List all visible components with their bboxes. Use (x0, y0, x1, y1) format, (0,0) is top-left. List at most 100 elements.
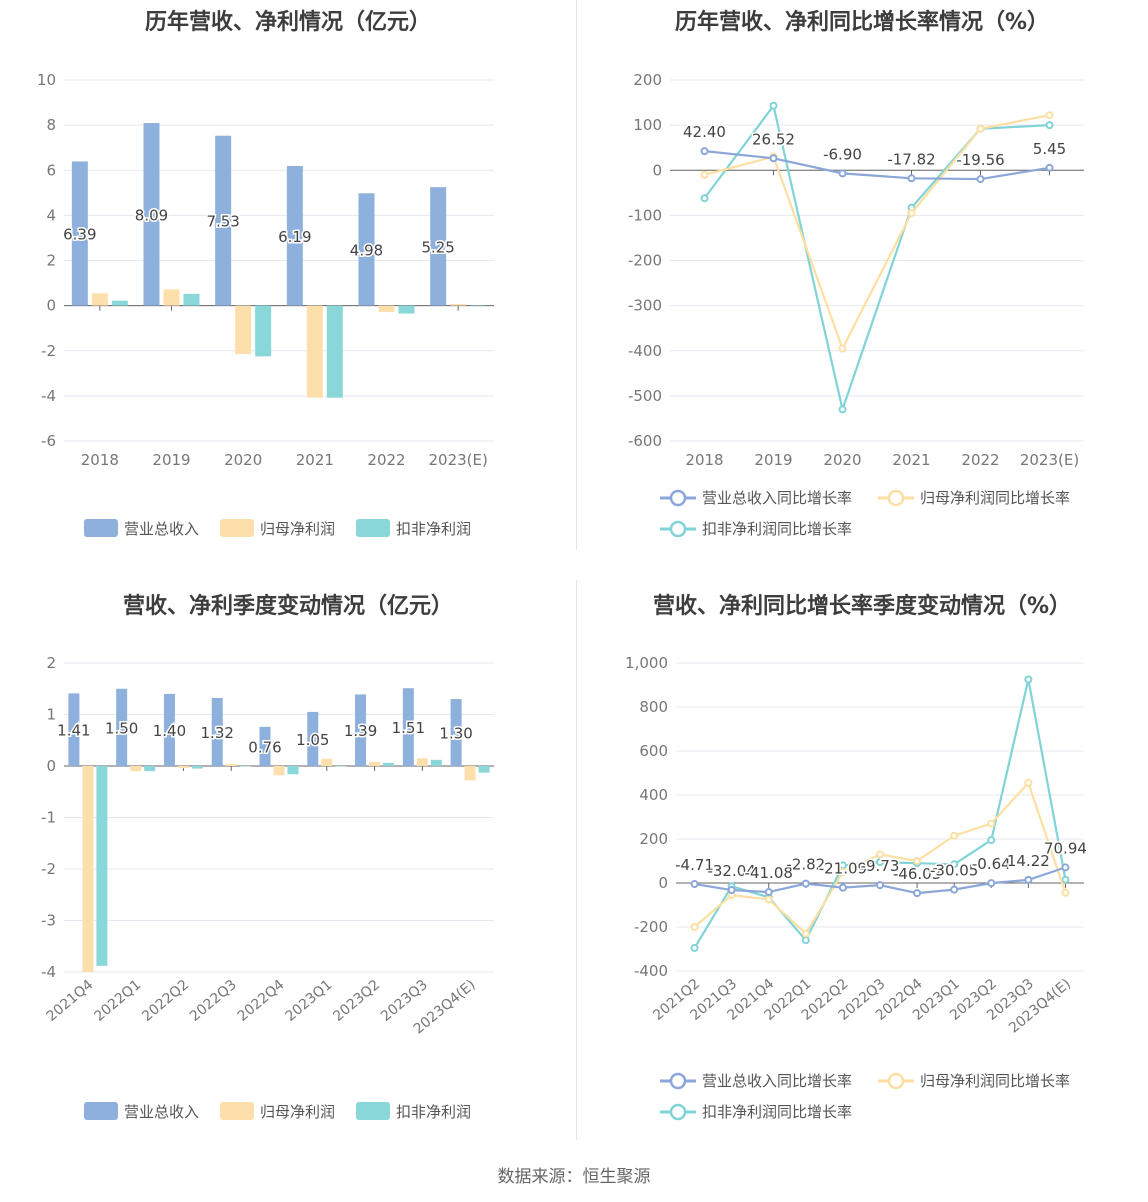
bar (255, 305, 272, 357)
bar (378, 305, 395, 312)
bar (71, 161, 88, 306)
y-tick-label: -400 (628, 342, 662, 360)
data-label: 1.41 (57, 722, 90, 740)
legend-swatch (356, 1102, 390, 1120)
y-tick-label: 10 (37, 71, 56, 89)
y-tick-label: 6 (46, 161, 56, 179)
y-tick-label: 1 (46, 706, 56, 724)
data-label: 26.52 (752, 130, 795, 148)
bar (416, 758, 428, 766)
data-point (987, 819, 996, 828)
data-label: 14.22 (1007, 852, 1050, 870)
data-point (838, 344, 847, 353)
data-point (764, 895, 773, 904)
chart-title: 历年营收、净利情况（亿元） (144, 10, 431, 35)
bar (478, 766, 490, 773)
bar (82, 766, 94, 972)
data-label: -19.56 (956, 151, 1004, 169)
x-tick-label: 2020 (823, 451, 861, 469)
data-label: 8.09 (135, 206, 168, 224)
legend-swatch (669, 1072, 687, 1090)
quarterly-growth-chart: -400-20002004006008001,0002021Q22021Q320… (625, 654, 1088, 1121)
x-tick-label: 2022Q4 (235, 977, 288, 1025)
data-label: 1.32 (201, 724, 234, 742)
data-label: -4.71 (675, 856, 714, 874)
data-label: 1.05 (296, 731, 329, 749)
bar (307, 711, 319, 766)
legend-label: 扣非净利润同比增长率 (702, 1103, 852, 1121)
x-tick-label: 2021Q4 (44, 977, 97, 1025)
data-label: -17.82 (887, 150, 935, 168)
y-tick-label: -2 (41, 860, 56, 878)
bar (144, 766, 156, 772)
x-tick-label: 2022Q3 (187, 977, 240, 1025)
bar (239, 766, 251, 767)
annual-growth-panel: 历年营收、净利同比增长率情况（%） -600 -500 -400 -300 -200 -1… (576, 0, 1148, 560)
annual-revenue-profit-chart: -6 -4 -2 0 2 4 6 8 10 2018 2019 2020 2021 2022 2023(E)… (37, 71, 494, 538)
y-tick-label: 1,000 (625, 654, 668, 672)
data-label: -0.64 (972, 855, 1011, 873)
bar (96, 766, 108, 966)
y-tick-label: 200 (633, 71, 662, 89)
data-point (876, 881, 884, 890)
x-tick-label: 2018 (81, 451, 119, 469)
bar (130, 766, 142, 772)
data-point (950, 885, 959, 894)
data-point (876, 850, 884, 859)
bar (358, 193, 375, 306)
y-tick-label: 2 (46, 654, 56, 672)
legend-swatch (356, 519, 390, 537)
data-point (700, 194, 709, 203)
bar (450, 304, 467, 306)
data-point (907, 209, 916, 218)
data-label: 1.40 (153, 722, 186, 740)
annual-revenue-profit-panel: 历年营收、净利情况（亿元） -6 -4 -2 0 2 4 6 8 10 2018 2019 2020 2… (0, 0, 576, 560)
data-label: -46.03 (893, 865, 941, 883)
annual-growth-chart: -600 -500 -400 -300 -200 -100 0 100 200 2018 2019 2… (628, 71, 1084, 538)
data-label: -9.73 (861, 857, 900, 875)
data-point (1024, 675, 1033, 684)
chart-title: 营收、净利同比增长率季度变动情况（%） (652, 594, 1072, 619)
series-line (693, 679, 1067, 949)
bar (355, 694, 367, 766)
data-label: -21.09 (819, 860, 867, 878)
x-tick-label: 2023(E) (428, 451, 487, 469)
y-tick-label: 4 (46, 206, 56, 224)
bar (191, 766, 203, 769)
data-point (950, 831, 959, 840)
y-tick-label: 400 (639, 786, 668, 804)
data-point (769, 154, 778, 163)
data-label: -41.08 (745, 864, 793, 882)
bar (211, 698, 223, 766)
legend-swatch (84, 1102, 118, 1120)
data-source-note: 数据来源：恒生聚源 (497, 1167, 651, 1187)
data-label: 0.76 (248, 738, 281, 756)
data-point (838, 868, 847, 876)
data-point (907, 174, 916, 183)
x-tick-label: 2018 (685, 451, 723, 469)
bar (286, 165, 303, 306)
x-tick-label: 2019 (152, 451, 190, 469)
bar (321, 758, 333, 766)
bar (287, 766, 299, 775)
legend-label: 营业总收入 (124, 520, 199, 538)
data-label: -2.82 (786, 856, 825, 874)
legend-label: 营业总收入同比增长率 (702, 489, 852, 507)
series-line (703, 103, 1050, 414)
data-label: -32.04 (707, 862, 755, 880)
y-tick-label: 600 (639, 742, 668, 760)
y-tick-label: 800 (639, 698, 668, 716)
y-tick-label: -3 (41, 912, 56, 930)
data-point (801, 929, 810, 938)
data-point (913, 889, 922, 898)
data-point (769, 101, 778, 110)
y-tick-label: -4 (41, 387, 56, 405)
legend-swatch (84, 519, 118, 537)
data-point (1061, 888, 1070, 897)
y-tick-label: -200 (628, 252, 662, 270)
y-tick-label: -300 (628, 297, 662, 315)
data-label: 4.98 (350, 241, 383, 259)
series-line (704, 114, 1050, 352)
data-label: 5.45 (1033, 140, 1066, 158)
y-tick-label: 200 (639, 830, 668, 848)
